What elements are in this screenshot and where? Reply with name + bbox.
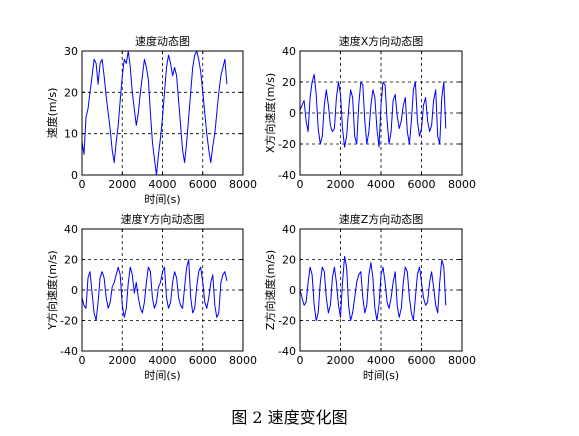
y-tick-label: 0: [289, 107, 296, 120]
series-line: [81, 259, 228, 321]
subplot-title: 速度Z方向动态图: [339, 212, 424, 226]
x-tick-label: 4000: [149, 178, 177, 191]
series-line: [299, 255, 447, 321]
x-axis-label: 时间(s): [144, 369, 180, 382]
x-tick-label: 8000: [448, 178, 476, 191]
x-tick-label: 4000: [367, 354, 395, 367]
figure-caption: 图 2 速度变化图: [231, 408, 348, 427]
x-tick-label: 0: [79, 178, 86, 191]
y-tick-label: 20: [64, 86, 78, 99]
y-tick-label: 40: [282, 223, 296, 236]
y-tick-label: 20: [64, 254, 78, 267]
subplot-title: 速度Y方向动态图: [121, 212, 205, 226]
subplot-3: 0 2000 4000 6000 8000 -40 -20 0 20 40 速度Y方向动态图时间(s…: [45, 212, 257, 382]
y-tick-label: -40: [278, 169, 296, 182]
y-tick-label: 0: [71, 284, 78, 297]
y-tick-label: -20: [278, 138, 296, 151]
x-tick-label: 2000: [108, 178, 136, 191]
y-tick-label: -40: [278, 345, 296, 358]
x-axis-label: 时间(s): [363, 369, 399, 382]
subplot-4: 0 2000 4000 6000 8000 -40 -20 0 20 40 速度Z方向动态图时间(s…: [263, 212, 476, 382]
y-tick-label: -20: [278, 315, 296, 328]
x-tick-label: 8000: [448, 354, 476, 367]
y-axis-label: Z方向速度(m/s): [263, 250, 277, 330]
figure: 0 2000 4000 6000 80000102030速度动态图时间(s)速度(m/s…: [45, 34, 476, 382]
y-tick-label: 20: [282, 254, 296, 267]
y-tick-label: -40: [60, 345, 78, 358]
x-tick-label: 6000: [408, 178, 436, 191]
x-tick-label: 2000: [327, 178, 355, 191]
series-line: [299, 73, 447, 148]
y-tick-label: 30: [64, 45, 78, 58]
x-tick-label: 8000: [229, 354, 257, 367]
x-tick-label: 2000: [327, 354, 355, 367]
subplot-title: 速度X方向动态图: [339, 34, 424, 48]
x-tick-label: 6000: [408, 354, 436, 367]
subplot-title: 速度动态图: [135, 34, 190, 48]
y-axis-label: Y方向速度(m/s): [45, 250, 59, 330]
x-tick-label: 0: [79, 354, 86, 367]
x-tick-label: 6000: [189, 354, 217, 367]
x-tick-label: 2000: [108, 354, 136, 367]
x-tick-label: 0: [297, 354, 304, 367]
series-line: [81, 50, 228, 176]
x-tick-label: 8000: [229, 178, 257, 191]
y-tick-label: 40: [282, 45, 296, 58]
y-tick-label: 0: [289, 284, 296, 297]
x-tick-label: 6000: [189, 178, 217, 191]
y-axis-label: X方向速度(m/s): [263, 73, 277, 153]
y-axis-label: 速度(m/s): [45, 88, 59, 139]
x-tick-label: 4000: [149, 354, 177, 367]
y-tick-label: 0: [71, 169, 78, 182]
subplot-2: 0 2000 4000 6000 8000 -40 -20 0 20 40 速度X方向动态图 X方向速…: [263, 34, 476, 191]
y-tick-label: 10: [64, 128, 78, 141]
x-axis-label: 时间(s): [144, 193, 180, 206]
x-tick-label: 0: [297, 178, 304, 191]
y-tick-label: -20: [60, 315, 78, 328]
y-tick-label: 20: [282, 76, 296, 89]
x-tick-label: 4000: [367, 178, 395, 191]
y-tick-label: 40: [64, 223, 78, 236]
